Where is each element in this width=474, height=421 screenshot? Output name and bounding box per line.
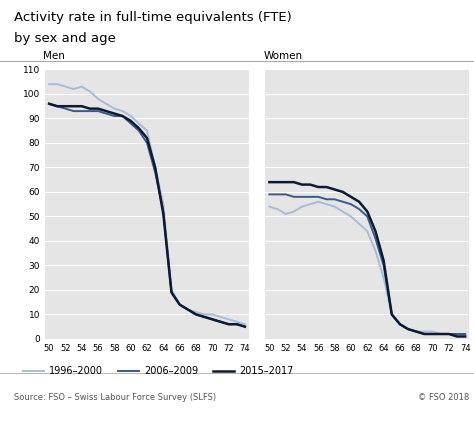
Text: © FSO 2018: © FSO 2018 <box>418 393 469 402</box>
Text: Women: Women <box>263 51 302 61</box>
Text: Men: Men <box>43 51 65 61</box>
Text: Activity rate in full-time equivalents (FTE): Activity rate in full-time equivalents (… <box>14 11 292 24</box>
Text: by sex and age: by sex and age <box>14 32 116 45</box>
Text: Source: FSO – Swiss Labour Force Survey (SLFS): Source: FSO – Swiss Labour Force Survey … <box>14 393 216 402</box>
Legend: 1996–2000, 2006–2009, 2015–2017: 1996–2000, 2006–2009, 2015–2017 <box>19 362 297 380</box>
